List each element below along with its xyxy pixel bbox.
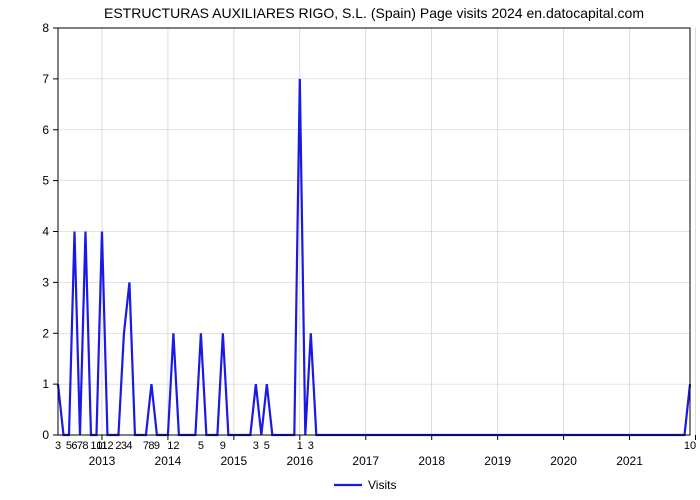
x-year-label: 2016 <box>286 454 313 468</box>
x-minor-label: 9 <box>154 440 160 452</box>
y-tick-label: 5 <box>42 174 49 188</box>
y-tick-label: 1 <box>42 377 49 391</box>
y-tick-label: 4 <box>42 225 49 239</box>
x-year-label: 2014 <box>155 454 182 468</box>
y-tick-label: 3 <box>42 275 49 289</box>
x-minor-label: 9 <box>220 440 226 452</box>
y-tick-label: 0 <box>42 428 49 442</box>
x-minor-label: 12 <box>167 440 179 452</box>
visits-line-chart: 0123456783567810111223478912593513102013… <box>0 0 700 500</box>
x-minor-label: 5 <box>264 440 270 452</box>
x-minor-label: 8 <box>82 440 88 452</box>
x-minor-label: 3 <box>55 440 61 452</box>
x-minor-label: 10 <box>684 440 696 452</box>
x-year-label: 2017 <box>352 454 379 468</box>
chart-title: ESTRUCTURAS AUXILIARES RIGO, S.L. (Spain… <box>104 5 644 21</box>
x-minor-label: 5 <box>198 440 204 452</box>
x-minor-label: 12 <box>101 440 113 452</box>
y-tick-label: 7 <box>42 72 49 86</box>
legend-label: Visits <box>368 478 396 492</box>
x-year-label: 2020 <box>550 454 577 468</box>
x-minor-label: 3 <box>308 440 314 452</box>
x-year-label: 2021 <box>616 454 643 468</box>
x-minor-label: 1 <box>297 440 303 452</box>
x-year-label: 2019 <box>484 454 511 468</box>
x-year-label: 2018 <box>418 454 445 468</box>
x-year-label: 2015 <box>221 454 248 468</box>
y-tick-label: 2 <box>42 326 49 340</box>
x-minor-label: 3 <box>253 440 259 452</box>
y-tick-label: 6 <box>42 123 49 137</box>
x-minor-label: 4 <box>126 440 132 452</box>
y-tick-label: 8 <box>42 21 49 35</box>
x-year-label: 2013 <box>89 454 116 468</box>
